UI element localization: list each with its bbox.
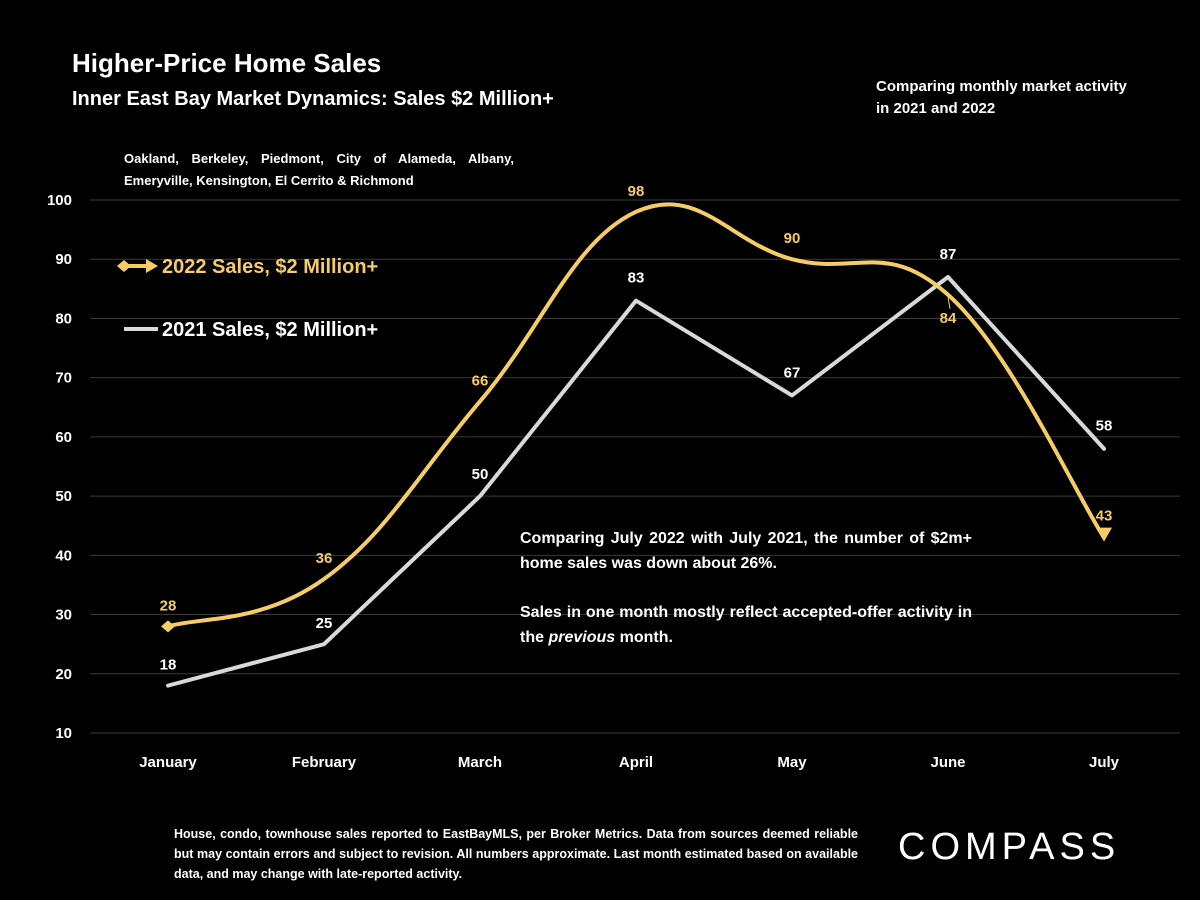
commentary: Comparing July 2022 with July 2021, the … xyxy=(520,526,972,674)
y-tick-label: 50 xyxy=(55,488,72,505)
data-point xyxy=(1102,536,1106,540)
chart-title: Higher-Price Home Sales xyxy=(72,48,382,78)
y-tick-label: 60 xyxy=(55,429,72,446)
y-tick-label: 20 xyxy=(55,666,72,683)
data-point xyxy=(790,393,794,397)
x-tick-label: February xyxy=(292,754,357,771)
data-label: 90 xyxy=(784,230,801,247)
chart-subtitle: Inner East Bay Market Dynamics: Sales $2… xyxy=(72,88,554,110)
series-end-arrow xyxy=(1096,527,1112,542)
compass-logo: COMPASS xyxy=(898,826,1121,868)
x-tick-label: May xyxy=(777,754,807,771)
legend-arrow xyxy=(146,259,158,273)
data-label: 98 xyxy=(628,183,645,200)
series-line-2021 xyxy=(166,274,1106,688)
data-point xyxy=(166,624,170,628)
series-line-2022 xyxy=(166,202,1106,629)
data-label: 87 xyxy=(940,246,957,263)
footer-note: House, condo, townhouse sales reported t… xyxy=(174,827,858,881)
data-point xyxy=(322,577,326,581)
data-point xyxy=(946,293,950,297)
data-label: 66 xyxy=(472,372,489,389)
data-point xyxy=(634,299,638,303)
data-label: 58 xyxy=(1096,418,1113,435)
commentary-p1: Comparing July 2022 with July 2021, the … xyxy=(520,530,972,572)
data-point xyxy=(1102,447,1106,451)
y-tick-label: 40 xyxy=(55,547,72,564)
data-label: 36 xyxy=(316,550,333,567)
data-label: 83 xyxy=(628,270,645,287)
legend: 2022 Sales, $2 Million+ 2021 Sales, $2 Mi… xyxy=(117,256,378,341)
data-label: 18 xyxy=(160,657,177,674)
y-tick-label: 100 xyxy=(47,192,72,209)
commentary-p2-end: month. xyxy=(615,629,673,646)
commentary-p2-start: Sales in one month mostly reflect accept… xyxy=(520,604,972,646)
comparison-note: Comparing monthly market activity in 202… xyxy=(876,78,1127,117)
y-axis: 10 20 30 40 50 60 70 80 90 100 xyxy=(47,192,72,742)
data-point xyxy=(478,494,482,498)
data-point xyxy=(634,210,638,214)
legend-label: 2022 Sales, $2 Million+ xyxy=(162,256,378,278)
data-label: 84 xyxy=(940,310,957,327)
data-label: 67 xyxy=(784,364,801,381)
x-tick-label: June xyxy=(930,754,965,771)
x-tick-label: April xyxy=(619,754,653,771)
legend-label: 2021 Sales, $2 Million+ xyxy=(162,319,378,341)
x-tick-label: March xyxy=(458,754,502,771)
data-point xyxy=(322,642,326,646)
x-axis: January February March April May June July xyxy=(139,754,1119,771)
data-label: 25 xyxy=(316,615,333,632)
data-point xyxy=(946,275,950,279)
y-tick-label: 90 xyxy=(55,251,72,268)
y-tick-label: 80 xyxy=(55,310,72,327)
data-label: 28 xyxy=(160,597,177,614)
data-labels: 18 25 50 83 67 87 58 28 36 66 98 90 84 43 xyxy=(160,183,1113,674)
y-tick-label: 10 xyxy=(55,725,72,742)
x-tick-label: January xyxy=(139,754,197,771)
data-label: 50 xyxy=(472,466,489,483)
label-leader xyxy=(947,296,951,309)
data-point xyxy=(790,257,794,261)
commentary-p2-em: previous xyxy=(548,629,616,646)
y-tick-label: 30 xyxy=(55,607,72,624)
series-group xyxy=(161,202,1112,688)
series-start-marker xyxy=(161,620,175,633)
gridlines xyxy=(90,199,1180,734)
commentary-p2: Sales in one month mostly reflect accept… xyxy=(520,600,972,650)
region-list: Oakland, Berkeley, Piedmont, City of Ala… xyxy=(124,151,514,188)
legend-marker xyxy=(117,260,131,272)
line-chart: 10 20 30 40 50 60 70 80 90 100 January February Mar… xyxy=(47,183,1180,771)
data-point xyxy=(478,399,482,403)
data-point xyxy=(166,684,170,688)
x-tick-label: July xyxy=(1089,754,1120,771)
y-tick-label: 70 xyxy=(55,370,72,387)
data-label: 43 xyxy=(1096,508,1113,525)
